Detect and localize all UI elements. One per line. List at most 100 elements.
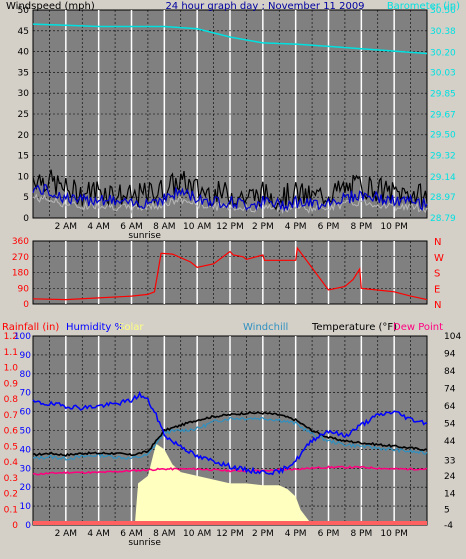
temperature-tick: 14 bbox=[444, 490, 456, 500]
rainfall-tick: 1.1 bbox=[4, 348, 18, 358]
legend-entry: Windchill bbox=[243, 322, 288, 333]
barometer-tick: 30.03 bbox=[430, 68, 456, 78]
temperature-tick: 44 bbox=[444, 437, 456, 447]
time-axis-label: 2 AM bbox=[55, 222, 78, 232]
barometer-tick: 29.85 bbox=[430, 89, 456, 99]
time-axis-label: 4 PM bbox=[285, 529, 307, 539]
rainfall-tick: 0.4 bbox=[4, 458, 19, 468]
graph-title: 24 hour graph day : November 11 2009 bbox=[165, 1, 364, 12]
dewpoint-line bbox=[32, 465, 428, 476]
compass-tick: W bbox=[434, 253, 444, 264]
legend-entry: Humidity % bbox=[66, 322, 124, 333]
humidity-tick: 0 bbox=[25, 521, 31, 531]
time-axis-label: 6 PM bbox=[318, 222, 340, 232]
time-axis-label: 10 PM bbox=[380, 529, 408, 539]
humidity-tick: 60 bbox=[20, 408, 32, 418]
barometer-tick: 30.20 bbox=[430, 48, 456, 58]
time-axis-label: 6 PM bbox=[318, 529, 340, 539]
rainfall-tick: 0.7 bbox=[4, 411, 18, 421]
windspeed-average-line bbox=[32, 193, 428, 215]
windspeed-tick: 10 bbox=[18, 172, 30, 182]
humidity-tick: 10 bbox=[20, 502, 32, 512]
legend-entry: Rainfall (in) bbox=[2, 322, 59, 333]
time-axis-label: 4 PM bbox=[285, 222, 307, 232]
barometer-axis-label: Barometer (in) bbox=[387, 1, 460, 12]
barometer-tick: 28.79 bbox=[430, 214, 456, 224]
temperature-tick: 33 bbox=[444, 456, 455, 466]
humidity-tick: 90 bbox=[20, 351, 32, 361]
time-axis-label: 2 PM bbox=[252, 529, 274, 539]
windspeed-tick: 15 bbox=[18, 152, 29, 162]
temperature-tick: 84 bbox=[444, 367, 456, 377]
humidity-tick: 80 bbox=[20, 370, 32, 380]
direction-tick: 90 bbox=[18, 284, 30, 294]
windspeed-tick: 50 bbox=[18, 6, 30, 16]
direction-tick: 360 bbox=[12, 237, 29, 247]
humidity-tick: 30 bbox=[20, 464, 32, 474]
barometer-tick: 29.14 bbox=[430, 173, 456, 183]
time-axis-label: 8 PM bbox=[350, 529, 372, 539]
compass-tick: S bbox=[434, 269, 440, 280]
legend-entry: Temperature (°F) bbox=[311, 322, 397, 333]
barometer-tick: 29.67 bbox=[430, 111, 456, 121]
time-axis-label: 2 AM bbox=[55, 529, 78, 539]
temperature-tick: -4 bbox=[444, 521, 453, 531]
time-axis-label: 10 PM bbox=[380, 222, 408, 232]
rainfall-tick: 0.6 bbox=[4, 427, 19, 437]
compass-tick: N bbox=[434, 237, 441, 248]
legend-entry: Dew Point bbox=[393, 322, 443, 333]
temperature-tick: 74 bbox=[444, 385, 456, 395]
windspeed-tick: 20 bbox=[18, 131, 30, 141]
humidity-tick: 20 bbox=[20, 483, 32, 493]
rainfall-tick: 0.1 bbox=[4, 505, 18, 515]
time-axis-label: 10 AM bbox=[183, 529, 211, 539]
time-axis-label: 2 PM bbox=[252, 222, 274, 232]
windspeed-line bbox=[32, 183, 428, 212]
humidity-tick: 70 bbox=[20, 389, 32, 399]
barometer-tick: 30.56 bbox=[430, 6, 456, 16]
compass-tick: E bbox=[434, 284, 440, 295]
rainfall-tick: 0.2 bbox=[4, 490, 18, 500]
humidity-tick: 40 bbox=[20, 445, 32, 455]
rainfall-tick: 0 bbox=[12, 521, 18, 531]
barometer-tick: 30.38 bbox=[430, 27, 456, 37]
windspeed-tick: 35 bbox=[18, 68, 29, 78]
solar-area bbox=[33, 443, 427, 525]
temperature-line bbox=[32, 411, 428, 457]
rainfall-tick: 0.3 bbox=[4, 474, 18, 484]
temperature-tick: 104 bbox=[444, 332, 461, 342]
temperature-tick: 54 bbox=[444, 420, 456, 430]
rainfall-tick: 0.5 bbox=[4, 442, 18, 452]
time-axis-label: 8 PM bbox=[350, 222, 372, 232]
time-axis-label: 8 AM bbox=[153, 222, 176, 232]
temperature-tick: 64 bbox=[444, 402, 456, 412]
wind-direction-line bbox=[32, 246, 428, 301]
time-axis-label: 8 AM bbox=[153, 529, 176, 539]
temperature-tick: 24 bbox=[444, 472, 456, 482]
humidity-tick: 50 bbox=[20, 427, 32, 437]
humidity-tick: 100 bbox=[14, 332, 31, 342]
legend-entry: Solar bbox=[118, 322, 144, 333]
wind-gust-line bbox=[32, 169, 428, 211]
direction-tick: 0 bbox=[23, 300, 29, 310]
rainfall-tick: 1.0 bbox=[4, 364, 19, 374]
windspeed-tick: 40 bbox=[18, 48, 30, 58]
windspeed-tick: 30 bbox=[18, 89, 30, 99]
barometer-tick: 29.50 bbox=[430, 131, 456, 141]
temperature-tick: 5 bbox=[444, 505, 450, 515]
time-axis-label: 12 PM bbox=[216, 222, 244, 232]
sunrise-label: sunrise bbox=[128, 538, 161, 548]
rainfall-bar bbox=[33, 521, 427, 525]
barometer-line bbox=[32, 23, 428, 55]
rainfall-tick: 1.2 bbox=[4, 332, 18, 342]
time-axis-label: 4 AM bbox=[87, 529, 110, 539]
temperature-tick: 94 bbox=[444, 350, 456, 360]
time-axis-label: 6 AM bbox=[120, 222, 143, 232]
sunrise-label: sunrise bbox=[128, 231, 161, 241]
time-axis-label: 10 AM bbox=[183, 222, 211, 232]
windspeed-tick: 0 bbox=[23, 214, 29, 224]
time-axis-label: 4 AM bbox=[87, 222, 110, 232]
barometer-tick: 28.97 bbox=[430, 193, 456, 203]
